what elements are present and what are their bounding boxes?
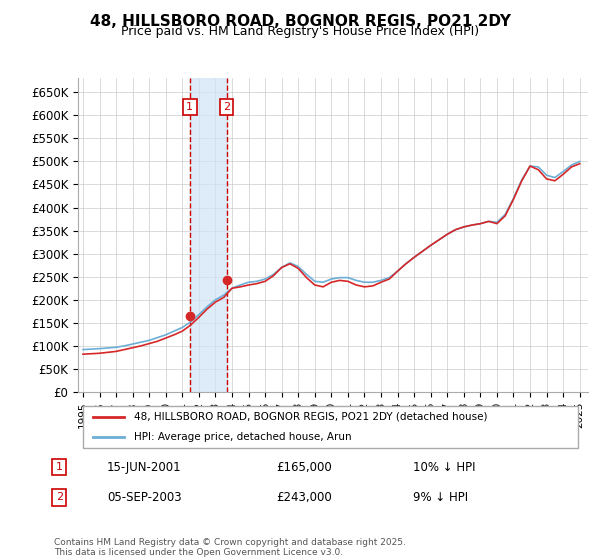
Text: 48, HILLSBORO ROAD, BOGNOR REGIS, PO21 2DY (detached house): 48, HILLSBORO ROAD, BOGNOR REGIS, PO21 2… <box>134 412 488 422</box>
Text: HPI: Average price, detached house, Arun: HPI: Average price, detached house, Arun <box>134 432 352 441</box>
Text: 15-JUN-2001: 15-JUN-2001 <box>107 460 181 474</box>
FancyBboxPatch shape <box>83 405 578 449</box>
Text: 2: 2 <box>223 102 230 112</box>
Text: 2: 2 <box>56 492 63 502</box>
Text: 9% ↓ HPI: 9% ↓ HPI <box>413 491 468 504</box>
Text: Contains HM Land Registry data © Crown copyright and database right 2025.
This d: Contains HM Land Registry data © Crown c… <box>54 538 406 557</box>
Text: £165,000: £165,000 <box>276 460 332 474</box>
Text: 1: 1 <box>186 102 193 112</box>
Text: Price paid vs. HM Land Registry's House Price Index (HPI): Price paid vs. HM Land Registry's House … <box>121 25 479 38</box>
Text: £243,000: £243,000 <box>276 491 332 504</box>
Text: 48, HILLSBORO ROAD, BOGNOR REGIS, PO21 2DY: 48, HILLSBORO ROAD, BOGNOR REGIS, PO21 2… <box>89 14 511 29</box>
Text: 1: 1 <box>56 462 63 472</box>
Text: 05-SEP-2003: 05-SEP-2003 <box>107 491 181 504</box>
Text: 10% ↓ HPI: 10% ↓ HPI <box>413 460 476 474</box>
Bar <box>190 78 227 392</box>
